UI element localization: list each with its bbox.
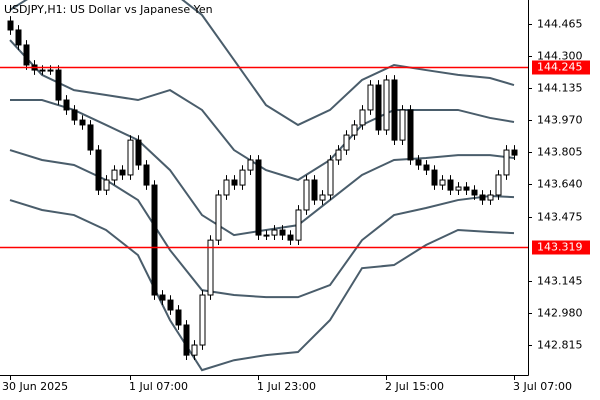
level-label-bg bbox=[532, 60, 590, 75]
bollinger-band bbox=[9, 149, 515, 299]
candle-body bbox=[143, 164, 150, 186]
candle-body bbox=[367, 84, 374, 111]
candle-body bbox=[287, 234, 294, 241]
x-tick-label: 2 Jul 15:00 bbox=[385, 380, 444, 393]
y-tick-label: 143.970 bbox=[537, 114, 583, 127]
candle-body bbox=[23, 44, 30, 66]
candle-body bbox=[447, 179, 454, 191]
y-tick-label: 143.145 bbox=[537, 275, 583, 288]
candle-body bbox=[63, 99, 70, 111]
candle-body bbox=[95, 149, 102, 191]
x-tick-label: 30 Jun 2025 bbox=[2, 380, 68, 393]
candle-body bbox=[255, 159, 262, 236]
candle-body bbox=[247, 159, 254, 171]
candle-body bbox=[175, 309, 182, 326]
candle-body bbox=[79, 119, 86, 126]
candle-body bbox=[215, 194, 222, 241]
candle-body bbox=[319, 194, 326, 201]
candle-body bbox=[199, 294, 206, 346]
candle-body bbox=[471, 189, 478, 196]
candle-body bbox=[231, 179, 238, 186]
candle-body bbox=[407, 109, 414, 161]
candle-body bbox=[135, 139, 142, 166]
y-tick-label: 142.815 bbox=[537, 339, 583, 352]
candle-body bbox=[359, 109, 366, 126]
candle-body bbox=[415, 159, 422, 166]
candle-body bbox=[479, 194, 486, 201]
candle-body bbox=[279, 229, 286, 236]
candle-body bbox=[423, 164, 430, 171]
candle-body bbox=[103, 179, 110, 191]
candle-body bbox=[15, 29, 22, 46]
candle-body bbox=[335, 149, 342, 161]
y-tick-label: 143.640 bbox=[537, 178, 583, 191]
candle-body bbox=[191, 344, 198, 356]
bollinger-band bbox=[9, 199, 515, 372]
candle-body bbox=[151, 184, 158, 296]
candle-body bbox=[383, 79, 390, 131]
candle-body bbox=[87, 124, 94, 151]
candle-body bbox=[455, 186, 462, 191]
candle-body bbox=[207, 239, 214, 296]
candle-body bbox=[303, 179, 310, 211]
x-tick-label: 1 Jul 07:00 bbox=[129, 380, 188, 393]
candle-body bbox=[127, 139, 134, 176]
candle-body bbox=[431, 169, 438, 186]
candle-body bbox=[399, 109, 406, 141]
candle-body bbox=[511, 149, 518, 156]
candle-body bbox=[327, 159, 334, 196]
candle-body bbox=[111, 169, 118, 181]
bollinger-band bbox=[9, 0, 515, 127]
bollinger-band bbox=[9, 39, 515, 182]
candle-body bbox=[183, 324, 190, 356]
candle-body bbox=[223, 179, 230, 196]
candle-body bbox=[343, 134, 350, 151]
level-label: 143.319 bbox=[537, 241, 583, 254]
candle-body bbox=[239, 169, 246, 186]
candle-body bbox=[487, 194, 494, 201]
candle-body bbox=[159, 294, 166, 301]
y-tick-label: 143.805 bbox=[537, 146, 583, 159]
candle-body bbox=[503, 149, 510, 176]
candle-body bbox=[55, 69, 62, 101]
candle-body bbox=[463, 186, 470, 191]
level-label-bg bbox=[532, 240, 590, 255]
y-tick-label: 143.475 bbox=[537, 211, 583, 224]
candle-body bbox=[7, 20, 14, 31]
bollinger-band bbox=[10, 99, 515, 237]
candle-body bbox=[263, 234, 270, 237]
candle-body bbox=[495, 174, 502, 196]
candle-body bbox=[39, 69, 46, 72]
y-tick-label: 142.980 bbox=[537, 307, 583, 320]
candle-body bbox=[119, 169, 126, 176]
chart-title: USDJPY,H1: US Dollar vs Japanese Yen bbox=[4, 3, 213, 16]
candle-body bbox=[439, 179, 446, 186]
x-tick-label: 1 Jul 23:00 bbox=[257, 380, 316, 393]
candle-body bbox=[271, 229, 278, 236]
candle-body bbox=[351, 124, 358, 136]
y-tick-label: 144.300 bbox=[537, 50, 583, 63]
level-label: 144.245 bbox=[537, 61, 583, 74]
x-tick-label: 3 Jul 07:00 bbox=[513, 380, 572, 393]
candle-body bbox=[311, 179, 318, 201]
plot-area bbox=[7, 0, 518, 372]
y-tick-label: 144.465 bbox=[537, 18, 583, 31]
candle-body bbox=[375, 84, 382, 131]
candle-body bbox=[295, 209, 302, 241]
y-tick-label: 144.135 bbox=[537, 82, 583, 95]
candle-body bbox=[47, 69, 54, 72]
candle-body bbox=[71, 109, 78, 121]
candle-body bbox=[391, 79, 398, 141]
candle-body bbox=[167, 299, 174, 311]
